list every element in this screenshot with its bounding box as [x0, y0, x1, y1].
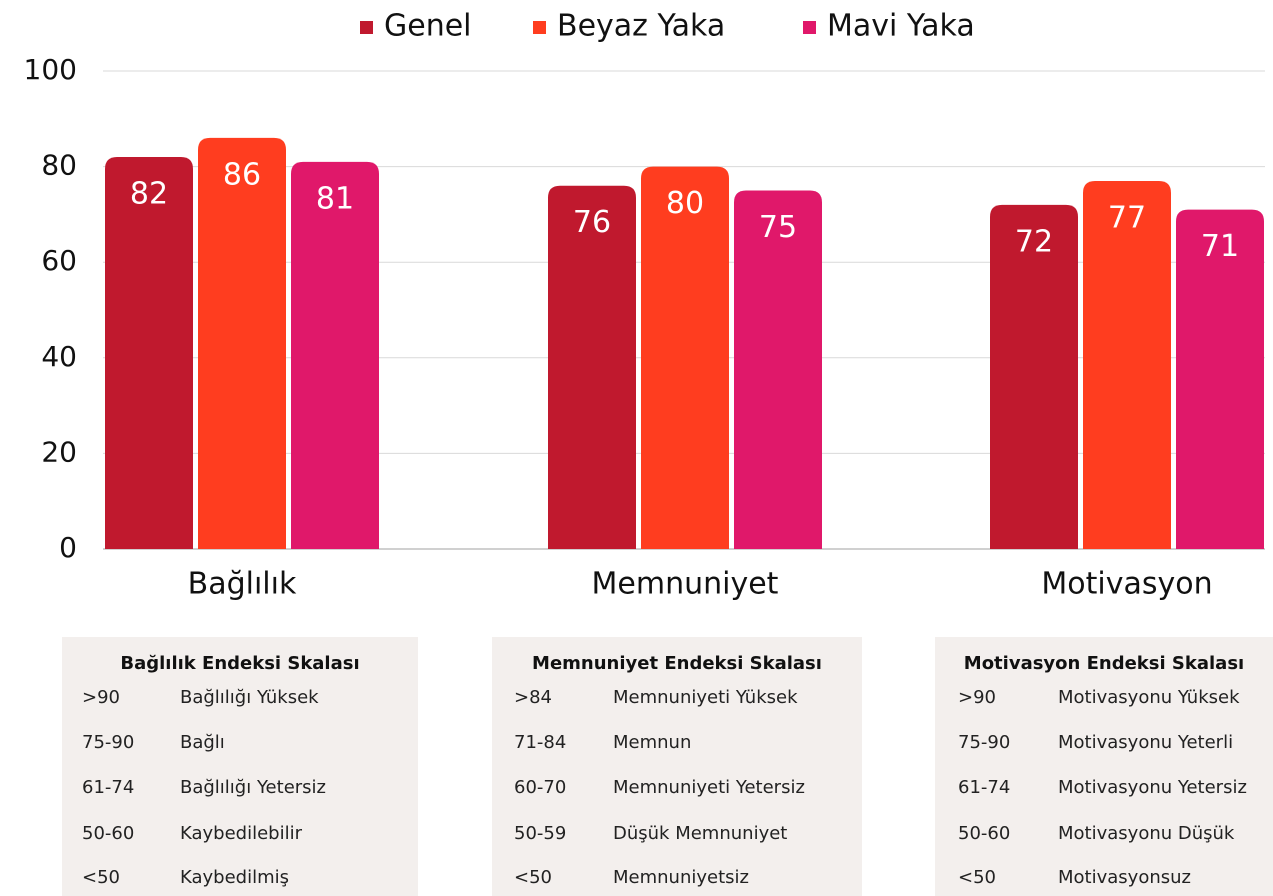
label-cell: Motivasyonu Düşük — [1058, 823, 1235, 844]
scale-table: Bağlılık Endeksi Skalası >90 Bağlılığı Yük… — [62, 637, 418, 896]
range-cell: 71-84 — [514, 732, 567, 753]
range-cell: 61-74 — [958, 777, 1011, 798]
legend-label: Mavi Yaka — [827, 9, 975, 44]
range-cell: 61-74 — [82, 777, 135, 798]
label-cell: Motivasyonu Yüksek — [1058, 687, 1240, 708]
label-cell: Memnuniyeti Yetersiz — [613, 777, 805, 798]
scale-table: Memnuniyet Endeksi Skalası >84 Memnuniyeti… — [492, 637, 862, 896]
range-cell: >90 — [958, 687, 996, 708]
chart: 0 20 40 60 80 100 Genel Beyaz Yaka Mavi Yaka Bağl… — [24, 9, 1265, 602]
value-label: 86 — [223, 157, 261, 192]
label-cell: Kaybedilebilir — [180, 823, 303, 844]
bar — [1176, 209, 1264, 549]
range-cell: 50-60 — [958, 823, 1011, 844]
range-cell: 50-59 — [514, 823, 567, 844]
label-cell: Motivasyonu Yetersiz — [1058, 777, 1247, 798]
range-cell: 75-90 — [82, 732, 135, 753]
legend-swatch — [803, 21, 816, 34]
value-label: 76 — [573, 205, 611, 240]
range-cell: 75-90 — [958, 732, 1011, 753]
range-cell: >84 — [514, 687, 552, 708]
label-cell: Kaybedilmiş — [180, 867, 290, 888]
value-label: 75 — [759, 210, 797, 245]
bar — [1083, 180, 1171, 549]
range-cell: <50 — [514, 867, 552, 888]
bar — [548, 185, 636, 549]
value-label: 80 — [666, 186, 704, 221]
legend-swatch — [360, 21, 373, 34]
value-label: 77 — [1108, 200, 1146, 235]
value-label: 82 — [130, 177, 168, 212]
bar — [990, 204, 1078, 549]
scale-table: Motivasyon Endeksi Skalası >90 Motivasyonu… — [935, 637, 1273, 896]
y-tick-label: 60 — [41, 244, 77, 277]
y-tick-label: 0 — [59, 531, 77, 564]
value-label: 71 — [1201, 229, 1239, 264]
label-cell: Bağlı — [180, 732, 225, 753]
bar — [291, 161, 379, 549]
table-title: Motivasyon Endeksi Skalası — [963, 653, 1245, 674]
range-cell: 60-70 — [514, 777, 567, 798]
label-cell: Düşük Memnuniyet — [613, 823, 788, 844]
range-cell: <50 — [958, 867, 996, 888]
label-cell: Memnuniyetsiz — [613, 867, 749, 888]
bar — [105, 157, 193, 550]
bar — [641, 166, 729, 549]
range-cell: >90 — [82, 687, 120, 708]
value-label: 72 — [1015, 224, 1053, 259]
x-tick-label: Motivasyon — [1041, 567, 1212, 602]
legend-swatch — [533, 21, 546, 34]
bar — [198, 137, 286, 550]
y-tick-label: 20 — [41, 435, 77, 468]
y-tick-label: 100 — [24, 53, 77, 86]
label-cell: Motivasyonu Yeterli — [1058, 732, 1234, 753]
range-cell: 50-60 — [82, 823, 135, 844]
legend-label: Beyaz Yaka — [557, 9, 725, 44]
y-tick-label: 80 — [41, 149, 77, 182]
bar — [734, 190, 822, 549]
label-cell: Memnun — [613, 732, 692, 753]
range-cell: <50 — [82, 867, 120, 888]
x-tick-label: Bağlılık — [188, 567, 297, 602]
label-cell: Bağlılığı Yüksek — [180, 687, 319, 708]
table-title: Bağlılık Endeksi Skalası — [120, 653, 360, 674]
label-cell: Motivasyonsuz — [1058, 867, 1191, 888]
table-title: Memnuniyet Endeksi Skalası — [532, 653, 822, 674]
x-tick-label: Memnuniyet — [592, 567, 779, 602]
legend-label: Genel — [384, 9, 472, 44]
label-cell: Memnuniyeti Yüksek — [613, 687, 798, 708]
y-tick-label: 40 — [41, 340, 77, 373]
label-cell: Bağlılığı Yetersiz — [180, 777, 326, 798]
value-label: 81 — [316, 181, 354, 216]
